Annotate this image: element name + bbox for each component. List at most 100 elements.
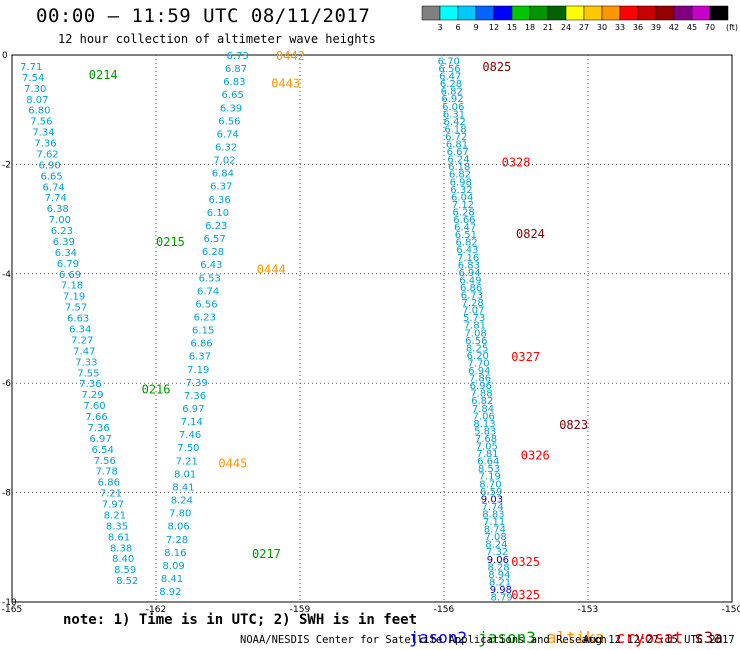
- wave-height-value: 6.39: [53, 237, 75, 248]
- wave-height-value: 7.21: [100, 489, 122, 500]
- wave-height-value: 6.15: [192, 326, 214, 337]
- wave-height-value: 6.94: [458, 268, 480, 279]
- wave-height-value: 6.18: [448, 162, 470, 173]
- legend-jason2: jason2: [409, 628, 468, 647]
- wave-height-value: 7.74: [45, 193, 67, 204]
- wave-height-value: 7.06: [473, 411, 495, 422]
- pass-label: 0216: [142, 383, 171, 397]
- colorbar-swatch: [421, 5, 441, 21]
- wave-height-value: 6.54: [92, 445, 114, 456]
- wave-height-value: 6.86: [190, 339, 212, 350]
- pass-label: 0443: [271, 76, 300, 90]
- wave-height-value: 8.06: [167, 522, 189, 533]
- wave-height-value: 7.46: [179, 430, 201, 441]
- wave-height-value: 8.25: [466, 343, 488, 354]
- wave-height-value: 8.41: [161, 574, 183, 585]
- wave-height-value: 6.86: [98, 478, 120, 489]
- wave-height-value: 8.28: [487, 562, 509, 573]
- wave-height-value: 6.47: [439, 72, 461, 83]
- wave-height-value: 9.06: [487, 555, 509, 566]
- wave-height-value: 7.56: [94, 456, 116, 467]
- colorbar-unit-label: (ft): [726, 23, 738, 32]
- wave-height-value: 7.34: [32, 128, 54, 139]
- wave-height-value: 6.65: [40, 171, 62, 182]
- wave-height-value: 6.43: [200, 260, 222, 271]
- wave-height-value: 6.83: [458, 260, 480, 271]
- pass-label: 0326: [521, 448, 550, 462]
- wave-height-value: 6.49: [459, 275, 481, 286]
- wave-height-value: 6.59: [480, 487, 502, 498]
- wave-height-value: 7.60: [83, 401, 105, 412]
- wave-height-value: 7.11: [483, 517, 505, 528]
- wave-height-value: 6.74: [217, 129, 239, 140]
- wave-height-value: 7.07: [462, 306, 484, 317]
- colorbar-tick-label: 30: [597, 23, 607, 32]
- pass-label: 0214: [89, 68, 118, 82]
- credit-line: NOAA/NESDIS Center for Satellite Applica…: [240, 634, 607, 646]
- wave-height-value: 7.88: [470, 389, 492, 400]
- pass-label: 0445: [218, 457, 247, 471]
- colorbar-tick-label: 33: [615, 23, 625, 32]
- wave-height-value: 6.97: [182, 404, 204, 415]
- wave-height-value: 6.82: [471, 396, 493, 407]
- chart-subtitle: 12 hour collection of altimeter wave hei…: [58, 32, 376, 46]
- wave-height-value: 6.96: [470, 381, 492, 392]
- wave-height-value: 7.71: [20, 62, 42, 73]
- pass-label: 0442: [276, 49, 305, 63]
- colorbar-tick-label: 21: [543, 23, 553, 32]
- wave-height-value: 6.39: [220, 103, 242, 114]
- wave-height-value: 7.81: [464, 321, 486, 332]
- wave-height-value: 6.92: [441, 94, 463, 105]
- colorbar-swatch: [457, 5, 477, 21]
- wave-height-value: 6.74: [43, 182, 65, 193]
- wave-height-value: 7.18: [61, 281, 83, 292]
- colorbar-tick-label: 42: [669, 23, 679, 32]
- wave-height-value: 7.57: [65, 303, 87, 314]
- wave-height-value: 6.23: [194, 312, 216, 323]
- wave-height-value: 6.24: [447, 155, 469, 166]
- wave-height-value: 8.61: [108, 532, 130, 543]
- colorbar-tick-label: 45: [687, 23, 697, 32]
- pass-label: 0824: [516, 227, 545, 241]
- legend-altika: altika: [546, 628, 605, 647]
- colorbar-swatch: [529, 5, 549, 21]
- wave-height-value: 6.79: [57, 259, 79, 270]
- wave-height-value: 6.10: [207, 208, 229, 219]
- colorbar-swatch: [637, 5, 657, 21]
- x-tick-label: -156: [434, 605, 455, 615]
- wave-height-value: 7.80: [169, 509, 191, 520]
- wave-height-value: 6.72: [445, 132, 467, 143]
- wave-height-value: 6.28: [453, 207, 475, 218]
- colorbar-swatch: [619, 5, 639, 21]
- wave-height-value: 6.82: [449, 170, 471, 181]
- wave-height-value: 8.41: [172, 482, 194, 493]
- wave-height-value: 6.63: [67, 314, 89, 325]
- wave-height-value: 7.54: [22, 73, 44, 84]
- wave-height-value: 6.56: [465, 336, 487, 347]
- wave-height-value: 7.84: [472, 404, 494, 415]
- wave-height-value: 7.81: [476, 449, 498, 460]
- pass-label: 0215: [156, 235, 185, 249]
- y-tick-label: 0: [2, 51, 8, 61]
- wave-height-value: 6.66: [453, 215, 475, 226]
- wave-height-value: 7.56: [30, 117, 52, 128]
- wave-height-value: 8.38: [110, 543, 132, 554]
- pass-label: 0823: [559, 418, 588, 432]
- colorbar-tick-label: 3: [437, 23, 442, 32]
- wave-height-value: 5.83: [474, 426, 496, 437]
- wave-height-value: 6.47: [454, 223, 476, 234]
- wave-height-value: 7.12: [452, 200, 474, 211]
- colorbar-swatch: [565, 5, 585, 21]
- wave-height-value: 8.94: [488, 570, 510, 581]
- plot-frame: [11, 54, 733, 603]
- chart-title: 00:00 – 11:59 UTC 08/11/2017: [36, 5, 371, 27]
- wave-height-value: 6.38: [47, 204, 69, 215]
- wave-height-value: 8.79: [490, 593, 512, 604]
- wave-height-value: 7.86: [469, 374, 491, 385]
- colorbar-tick-label: 9: [473, 23, 478, 32]
- wave-height-value: 6.65: [222, 90, 244, 101]
- colorbar-tick-label: 70: [705, 23, 715, 32]
- wave-height-value: 7.70: [467, 358, 489, 369]
- wave-height-value: 7.05: [476, 442, 498, 453]
- wave-height-value: 6.23: [51, 226, 73, 237]
